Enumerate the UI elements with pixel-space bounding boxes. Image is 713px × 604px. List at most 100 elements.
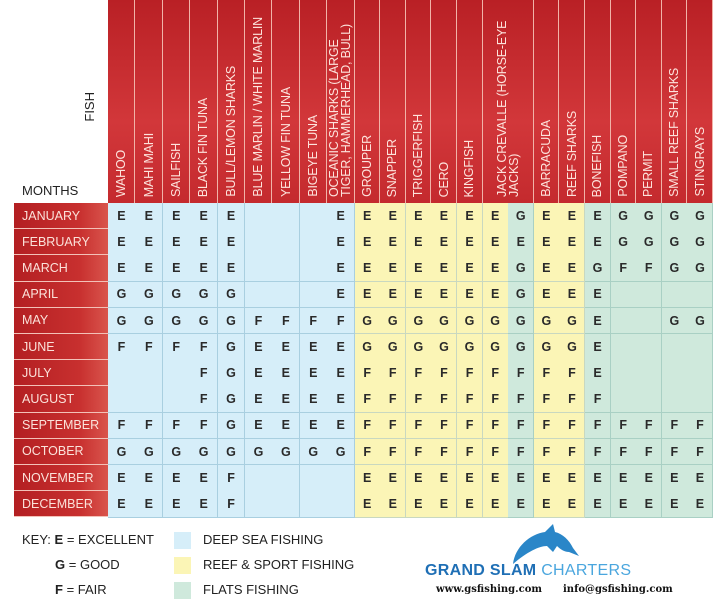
column-header-oceanic-sharks-large-tiger-hammerhead-bull: OCEANIC SHARKS (LARGE TIGER, HAMMERHEAD,…	[327, 0, 355, 203]
rating-cell: F	[380, 412, 407, 440]
rating-cell: E	[380, 203, 407, 230]
rating-cell: E	[299, 386, 328, 414]
rating-cell: E	[354, 465, 381, 492]
column-header-triggerfish: TRIGGERFISH	[405, 0, 432, 203]
column-header-label: GROUPER	[359, 135, 374, 197]
rating-cell: E	[380, 281, 407, 309]
rating-cell	[272, 229, 301, 256]
column-header-cero: CERO	[431, 0, 457, 203]
rating-cell	[610, 386, 637, 414]
rating-cell: F	[354, 360, 381, 387]
legend-fair: F = FAIR	[55, 582, 107, 597]
rating-cell: E	[327, 334, 356, 361]
rating-cell	[687, 334, 713, 361]
rating-cell: G	[354, 307, 381, 335]
rating-cell: G	[217, 412, 246, 440]
rating-cell: F	[533, 360, 560, 387]
rating-cell	[245, 491, 273, 518]
rating-cell: E	[457, 491, 484, 518]
rating-cell: E	[687, 491, 713, 518]
rating-cell: F	[108, 334, 136, 361]
month-label-may: MAY	[14, 307, 108, 334]
rating-cell: F	[380, 386, 407, 414]
rating-cell	[162, 360, 191, 387]
column-header-snapper: SNAPPER	[380, 0, 406, 203]
rating-cell: E	[354, 229, 381, 256]
rating-cell: E	[431, 229, 458, 256]
rating-cell: E	[327, 281, 356, 309]
rating-cell	[687, 360, 713, 387]
rating-cell	[687, 281, 713, 309]
rating-cell: E	[661, 465, 688, 492]
rating-cell	[272, 491, 301, 518]
rating-cell: G	[405, 307, 432, 335]
rating-cell: G	[380, 334, 407, 361]
month-label-february: FEBRUARY	[14, 229, 108, 256]
rating-cell: F	[482, 360, 509, 387]
rating-cell: E	[272, 360, 301, 387]
column-header-sailfish: SAILFISH	[162, 0, 191, 203]
deep-sea-swatch	[174, 532, 191, 549]
rating-cell: F	[190, 412, 219, 440]
column-header-label: OCEANIC SHARKS (LARGE TIGER, HAMMERHEAD,…	[327, 23, 354, 197]
column-header-wahoo: WAHOO	[108, 0, 136, 203]
rating-cell: E	[380, 229, 407, 256]
rating-cell: G	[217, 360, 246, 387]
rating-cell: F	[108, 412, 136, 440]
column-header-label: BLUE MARLIN / WHITE MARLIN	[251, 17, 266, 197]
rating-cell: G	[299, 438, 328, 466]
legend-flats: FLATS FISHING	[203, 582, 299, 597]
rating-cell: G	[327, 438, 356, 466]
email-link[interactable]: info@gsfishing.com	[563, 584, 673, 595]
rating-cell: F	[380, 360, 407, 387]
rating-cell: E	[585, 465, 612, 492]
rating-cell: E	[354, 203, 381, 230]
rating-cell: G	[661, 229, 688, 256]
rating-cell: G	[380, 307, 407, 335]
rating-cell	[135, 360, 164, 387]
rating-cell: F	[405, 438, 432, 466]
legend-excellent: KEY: E = EXCELLENT	[22, 532, 154, 547]
rating-cell	[299, 203, 328, 230]
rating-cell: E	[108, 465, 136, 492]
rating-cell	[610, 307, 637, 335]
column-header-kingfish: KINGFISH	[457, 0, 483, 203]
rating-cell	[272, 465, 301, 492]
website-link[interactable]: www.gsfishing.com	[436, 584, 542, 595]
column-header-barracuda: BARRACUDA	[533, 0, 560, 203]
rating-cell: G	[162, 281, 191, 309]
rating-cell: G	[661, 203, 688, 230]
rating-cell: E	[405, 255, 432, 283]
rating-label: = EXCELLENT	[66, 532, 154, 547]
rating-cell	[135, 386, 164, 414]
rating-letter: F	[55, 582, 63, 597]
rating-cell: G	[431, 334, 458, 361]
rating-cell: E	[108, 229, 136, 256]
rating-cell: F	[405, 412, 432, 440]
rating-cell	[245, 255, 273, 283]
month-label-january: JANUARY	[14, 203, 108, 230]
rating-cell: E	[299, 360, 328, 387]
rating-cell: G	[661, 307, 688, 335]
rating-cell: E	[217, 229, 246, 256]
rating-cell: F	[636, 438, 663, 466]
rating-cell	[636, 360, 663, 387]
rating-cell: E	[190, 229, 219, 256]
column-header-permit: PERMIT	[636, 0, 662, 203]
column-header-blue-marlin-white-marlin: BLUE MARLIN / WHITE MARLIN	[245, 0, 273, 203]
brand-bold: GRAND SLAM	[425, 562, 537, 579]
rating-cell	[610, 360, 637, 387]
rating-cell: E	[327, 203, 356, 230]
rating-cell: E	[327, 360, 356, 387]
rating-cell: E	[559, 229, 586, 256]
rating-cell: E	[327, 229, 356, 256]
rating-letter: G	[55, 557, 66, 572]
rating-cell: F	[508, 386, 535, 414]
column-header-label: BARRACUDA	[539, 120, 554, 197]
rating-cell: E	[135, 465, 164, 492]
rating-cell: G	[508, 255, 535, 283]
rating-cell: G	[135, 281, 164, 309]
rating-cell: G	[457, 334, 484, 361]
rating-cell: F	[482, 386, 509, 414]
rating-cell: E	[585, 334, 612, 361]
